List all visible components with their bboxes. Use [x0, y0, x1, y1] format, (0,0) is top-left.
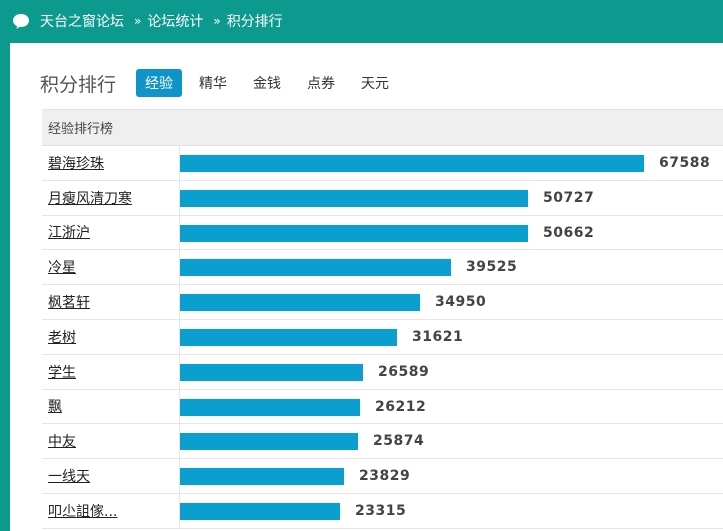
bar-cell: 31621 [180, 320, 723, 354]
name-cell: 学生 [42, 354, 180, 389]
name-cell: 江浙沪 [42, 215, 180, 250]
name-cell: 冷星 [42, 250, 180, 285]
user-name-link[interactable]: 碧海珍珠 [48, 155, 104, 172]
bar-cell: 39525 [180, 250, 723, 284]
score-value: 26589 [378, 363, 430, 380]
score-value: 67588 [659, 155, 711, 171]
ranking-rows: 碧海珍珠 67588 月瘦风清刀寒 50727 江浙沪 50662 冷星 39525 枫茗轩 34… [42, 146, 723, 529]
score-value: 50727 [543, 189, 595, 206]
name-cell: 叩尐詛傢... [42, 493, 180, 528]
score-value: 34950 [435, 294, 487, 311]
score-bar [180, 502, 340, 520]
name-cell: 一线天 [42, 459, 180, 493]
breadcrumb-separator: » [213, 14, 221, 28]
name-cell: 碧海珍珠 [42, 146, 180, 180]
user-name-link[interactable]: 冷星 [48, 260, 76, 277]
score-bar [180, 224, 528, 242]
user-name-link[interactable]: 枫茗轩 [48, 295, 90, 312]
user-name-link[interactable]: 老树 [48, 329, 76, 346]
bar-cell: 50662 [180, 216, 723, 250]
board-header: 经验排行榜 [42, 110, 723, 146]
user-name-link[interactable]: 叩尐詛傢... [48, 503, 118, 520]
score-bar [180, 468, 344, 486]
user-name-link[interactable]: 中友 [48, 434, 76, 451]
score-value: 50662 [543, 224, 595, 241]
bar-cell: 67588 [180, 146, 723, 180]
user-name-link[interactable]: 江浙沪 [48, 225, 90, 242]
table-row: 一线天 23829 [42, 459, 723, 494]
top-bar: 天台之窗论坛 » 论坛统计 » 积分排行 [0, 0, 723, 42]
name-cell: 老树 [42, 319, 180, 354]
score-bar [180, 398, 360, 416]
score-value: 23315 [355, 502, 407, 519]
breadcrumb-site-link[interactable]: 天台之窗论坛 [40, 14, 124, 30]
score-value: 25874 [373, 433, 425, 450]
tab-tianyuan[interactable]: 天元 [361, 76, 390, 92]
bar-cell: 23315 [180, 494, 723, 528]
table-row: 江浙沪 50662 [42, 215, 723, 251]
bar-cell: 26212 [180, 390, 723, 424]
tabs-row: 积分排行 经验 精华 金钱 点券 天元 [40, 65, 406, 101]
tab-experience[interactable]: 经验 [136, 69, 183, 97]
chat-bubble-icon [13, 14, 29, 29]
breadcrumb-current-page: 积分排行 [226, 14, 283, 30]
ranking-board: 经验排行榜 碧海珍珠 67588 月瘦风清刀寒 50727 江浙沪 50662 冷星 3952… [42, 109, 723, 531]
bar-cell: 25874 [180, 424, 723, 458]
score-bar [180, 363, 363, 381]
score-bar [180, 328, 397, 346]
table-row: 冷星 39525 [42, 250, 723, 286]
bar-cell: 50727 [180, 181, 723, 215]
user-name-link[interactable]: 飘 [48, 399, 62, 416]
breadcrumb-section-link[interactable]: 论坛统计 [147, 14, 204, 30]
bar-cell: 23829 [180, 459, 723, 493]
table-row: 碧海珍珠 67588 [42, 146, 723, 181]
content-panel: 积分排行 经验 精华 金钱 点券 天元 经验排行榜 碧海珍珠 67588 月瘦风清刀… [10, 43, 723, 531]
table-row: 叩尐詛傢... 23315 [42, 493, 723, 529]
table-row: 老树 31621 [42, 319, 723, 355]
table-row: 中友 25874 [42, 424, 723, 460]
score-value: 26212 [375, 398, 427, 415]
user-name-link[interactable]: 一线天 [48, 469, 90, 486]
page-title: 积分排行 [40, 73, 117, 96]
tab-digest[interactable]: 精华 [199, 76, 228, 92]
bar-cell: 34950 [180, 285, 723, 319]
name-cell: 中友 [42, 424, 180, 459]
bar-cell: 26589 [180, 355, 723, 389]
score-bar [180, 294, 420, 312]
score-value: 23829 [359, 468, 411, 485]
score-value: 39525 [466, 259, 518, 276]
user-name-link[interactable]: 学生 [48, 364, 76, 381]
score-bar [180, 433, 358, 451]
name-cell: 月瘦风清刀寒 [42, 180, 180, 215]
name-cell: 飘 [42, 389, 180, 424]
score-value: 31621 [412, 328, 464, 345]
tab-money[interactable]: 金钱 [253, 76, 282, 92]
score-bar [180, 155, 644, 172]
table-row: 学生 26589 [42, 354, 723, 390]
table-row: 月瘦风清刀寒 50727 [42, 180, 723, 216]
name-cell: 枫茗轩 [42, 285, 180, 319]
table-row: 飘 26212 [42, 389, 723, 425]
score-bar [180, 259, 451, 277]
score-bar [180, 189, 528, 207]
breadcrumb-separator: » [134, 14, 142, 28]
table-row: 枫茗轩 34950 [42, 285, 723, 320]
user-name-link[interactable]: 月瘦风清刀寒 [48, 190, 132, 207]
tab-coupons[interactable]: 点券 [307, 76, 336, 92]
